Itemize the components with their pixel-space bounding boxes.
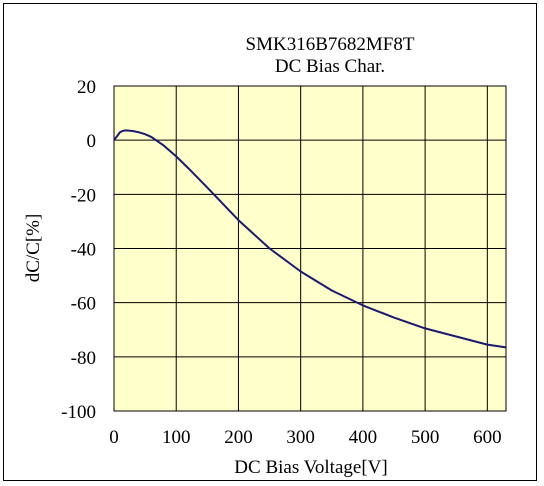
x-tick-label: 100 — [162, 427, 191, 448]
x-tick-labels: 0 100 200 300 400 500 600 — [109, 427, 501, 448]
series-line-0 — [113, 129, 507, 349]
y-axis-label: dC/C[%] — [23, 214, 44, 283]
x-axis-label: DC Bias Voltage[V] — [234, 457, 387, 478]
x-tick-label: 500 — [411, 427, 440, 448]
chart-subtitle: DC Bias Char. — [275, 56, 385, 77]
y-tick-label: 20 — [77, 77, 96, 98]
y-tick-label: -100 — [61, 402, 96, 423]
series-group — [113, 129, 507, 349]
x-tick-label: 0 — [109, 427, 119, 448]
y-tick-labels: 20 0 -20 -40 -60 -80 -100 — [61, 77, 96, 423]
grid — [114, 86, 506, 411]
x-tick-label: 400 — [349, 427, 378, 448]
y-tick-label: 0 — [87, 131, 97, 152]
y-tick-label: -60 — [71, 294, 96, 315]
y-tick-label: -20 — [71, 185, 96, 206]
x-tick-label: 600 — [473, 427, 502, 448]
chart-title: SMK316B7682MF8T — [246, 34, 415, 55]
y-tick-label: -80 — [71, 348, 96, 369]
x-tick-label: 300 — [286, 427, 315, 448]
x-tick-label: 200 — [224, 427, 253, 448]
y-tick-label: -40 — [71, 240, 96, 261]
